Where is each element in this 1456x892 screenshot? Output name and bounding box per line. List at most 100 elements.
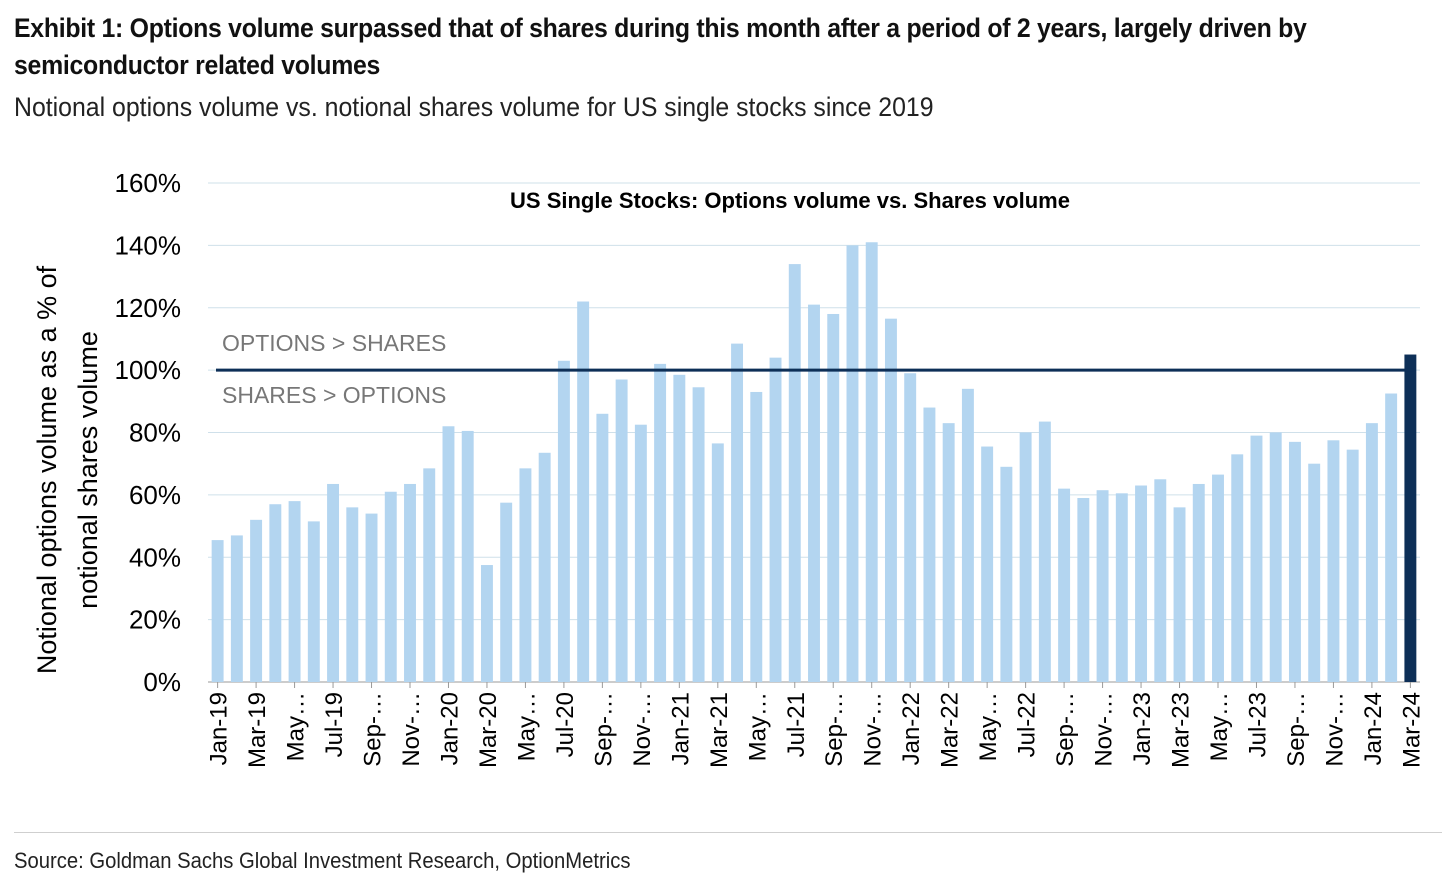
bar-feb-19	[230, 535, 243, 682]
x-tick-label: Jul-22	[1014, 692, 1041, 757]
x-tick-label: May…	[744, 692, 771, 761]
bar-mar-19	[250, 519, 263, 682]
x-tick-label: Nov-…	[860, 692, 887, 767]
x-tick-label: May…	[1206, 692, 1233, 761]
bar-oct-22	[1077, 497, 1090, 682]
bar-feb-22	[923, 407, 936, 682]
bar-feb-24	[1385, 393, 1398, 682]
y-tick-label: 40%	[129, 542, 181, 572]
x-tick-label: Jan-23	[1129, 692, 1156, 765]
bar-mar-23	[1173, 507, 1186, 682]
bar-dec-20	[654, 363, 667, 682]
bar-jan-24	[1365, 423, 1378, 682]
y-tick-label: 140%	[115, 230, 182, 260]
bar-dec-23	[1346, 449, 1359, 682]
x-tick-label: Sep-…	[590, 692, 617, 767]
x-tick-label: May…	[513, 692, 540, 761]
x-tick-label: May…	[283, 692, 310, 761]
source-note: Source: Goldman Sachs Global Investment …	[14, 848, 631, 873]
y-tick-label: 120%	[115, 293, 182, 323]
x-tick-label: Jan-20	[436, 692, 463, 765]
x-tick-label: Mar-20	[475, 692, 502, 768]
bar-apr-19	[269, 504, 282, 682]
bar-sep-23	[1288, 441, 1301, 682]
bar-jul-22	[1019, 432, 1032, 682]
bar-oct-19	[384, 491, 397, 682]
x-tick-label: Sep-…	[1283, 692, 1310, 767]
bar-sep-22	[1058, 488, 1071, 682]
source-divider	[14, 832, 1442, 833]
x-tick-label: Jul-19	[321, 692, 348, 757]
x-tick-label: Jan-22	[898, 692, 925, 765]
exhibit-subtitle: Notional options volume vs. notional sha…	[14, 92, 934, 122]
bar-jan-20	[442, 426, 455, 682]
bar-sep-20	[596, 413, 609, 682]
bar-jun-22	[1000, 466, 1013, 682]
bar-feb-20	[461, 430, 474, 682]
y-axis-ticks: 0% 20% 40% 60% 80% 100% 120% 140% 160%	[115, 168, 182, 697]
x-tick-label: Jul-21	[783, 692, 810, 757]
bar-aug-20	[577, 301, 590, 682]
y-axis-label-line-1: Notional options volume as a % of	[32, 265, 62, 674]
bar-may-20	[519, 468, 532, 682]
annotation-shares-greater: SHARES > OPTIONS	[222, 382, 446, 408]
x-tick-label: Jan-21	[667, 692, 694, 765]
x-tick-label: Jan-19	[206, 692, 233, 765]
bar-jan-23	[1135, 485, 1148, 682]
bar-nov-21	[865, 242, 878, 682]
bar-aug-22	[1038, 421, 1051, 682]
y-tick-label: 0%	[143, 667, 181, 697]
bar-sep-19	[365, 513, 378, 682]
bar-jan-19	[211, 540, 224, 682]
bar-dec-21	[884, 318, 897, 682]
x-tick-label: Mar-21	[706, 692, 733, 768]
bars	[211, 242, 1417, 682]
x-tick-label: Jul-23	[1244, 692, 1271, 757]
bar-mar-24	[1404, 354, 1417, 682]
bar-oct-23	[1308, 463, 1321, 682]
bar-may-19	[288, 501, 301, 682]
x-axis-ticks: Jan-19 Mar-19 May… Jul-19 Sep-… Nov-… Jan-20 Ma…	[206, 682, 1425, 768]
bar-mar-20	[480, 565, 493, 682]
x-tick-label: Mar-19	[244, 692, 271, 768]
bar-jan-21	[673, 374, 686, 682]
bar-apr-23	[1192, 483, 1205, 682]
bar-oct-21	[846, 245, 859, 682]
bar-jun-19	[307, 521, 320, 682]
x-tick-label: May…	[975, 692, 1002, 761]
bar-nov-23	[1327, 440, 1340, 682]
bar-feb-23	[1154, 479, 1167, 682]
x-tick-label: Nov-…	[398, 692, 425, 767]
chart-title: US Single Stocks: Options volume vs. Sha…	[510, 188, 1070, 213]
x-tick-label: Sep-…	[821, 692, 848, 767]
bar-aug-19	[346, 507, 359, 682]
x-tick-label: Jan-24	[1360, 692, 1387, 765]
bar-jan-22	[904, 373, 917, 682]
bar-jul-19	[327, 483, 340, 682]
y-tick-label: 160%	[115, 168, 182, 198]
annotation-options-greater: OPTIONS > SHARES	[222, 330, 446, 356]
x-tick-label: Sep-…	[1052, 692, 1079, 767]
bar-may-21	[750, 391, 763, 682]
x-tick-label: Nov-…	[629, 692, 656, 767]
x-tick-label: Mar-23	[1168, 692, 1195, 768]
exhibit-title: Exhibit 1: Options volume surpassed that…	[14, 13, 1307, 80]
x-tick-label: Nov-…	[1091, 692, 1118, 767]
bar-apr-21	[731, 343, 744, 682]
bar-mar-22	[942, 423, 955, 682]
x-tick-label: Sep-…	[360, 692, 387, 767]
y-axis-label-line-2: notional shares volume	[73, 331, 103, 609]
y-tick-label: 20%	[129, 605, 181, 635]
bar-sep-21	[827, 313, 840, 682]
bar-dec-22	[1115, 493, 1128, 682]
bar-jul-20	[557, 360, 570, 682]
bar-jun-21	[769, 357, 782, 682]
y-tick-label: 80%	[129, 418, 181, 448]
y-tick-label: 100%	[115, 355, 182, 385]
bar-feb-21	[692, 387, 705, 682]
bar-may-22	[981, 446, 994, 682]
bar-aug-21	[808, 304, 820, 682]
bar-aug-23	[1269, 432, 1282, 682]
y-tick-label: 60%	[129, 480, 181, 510]
